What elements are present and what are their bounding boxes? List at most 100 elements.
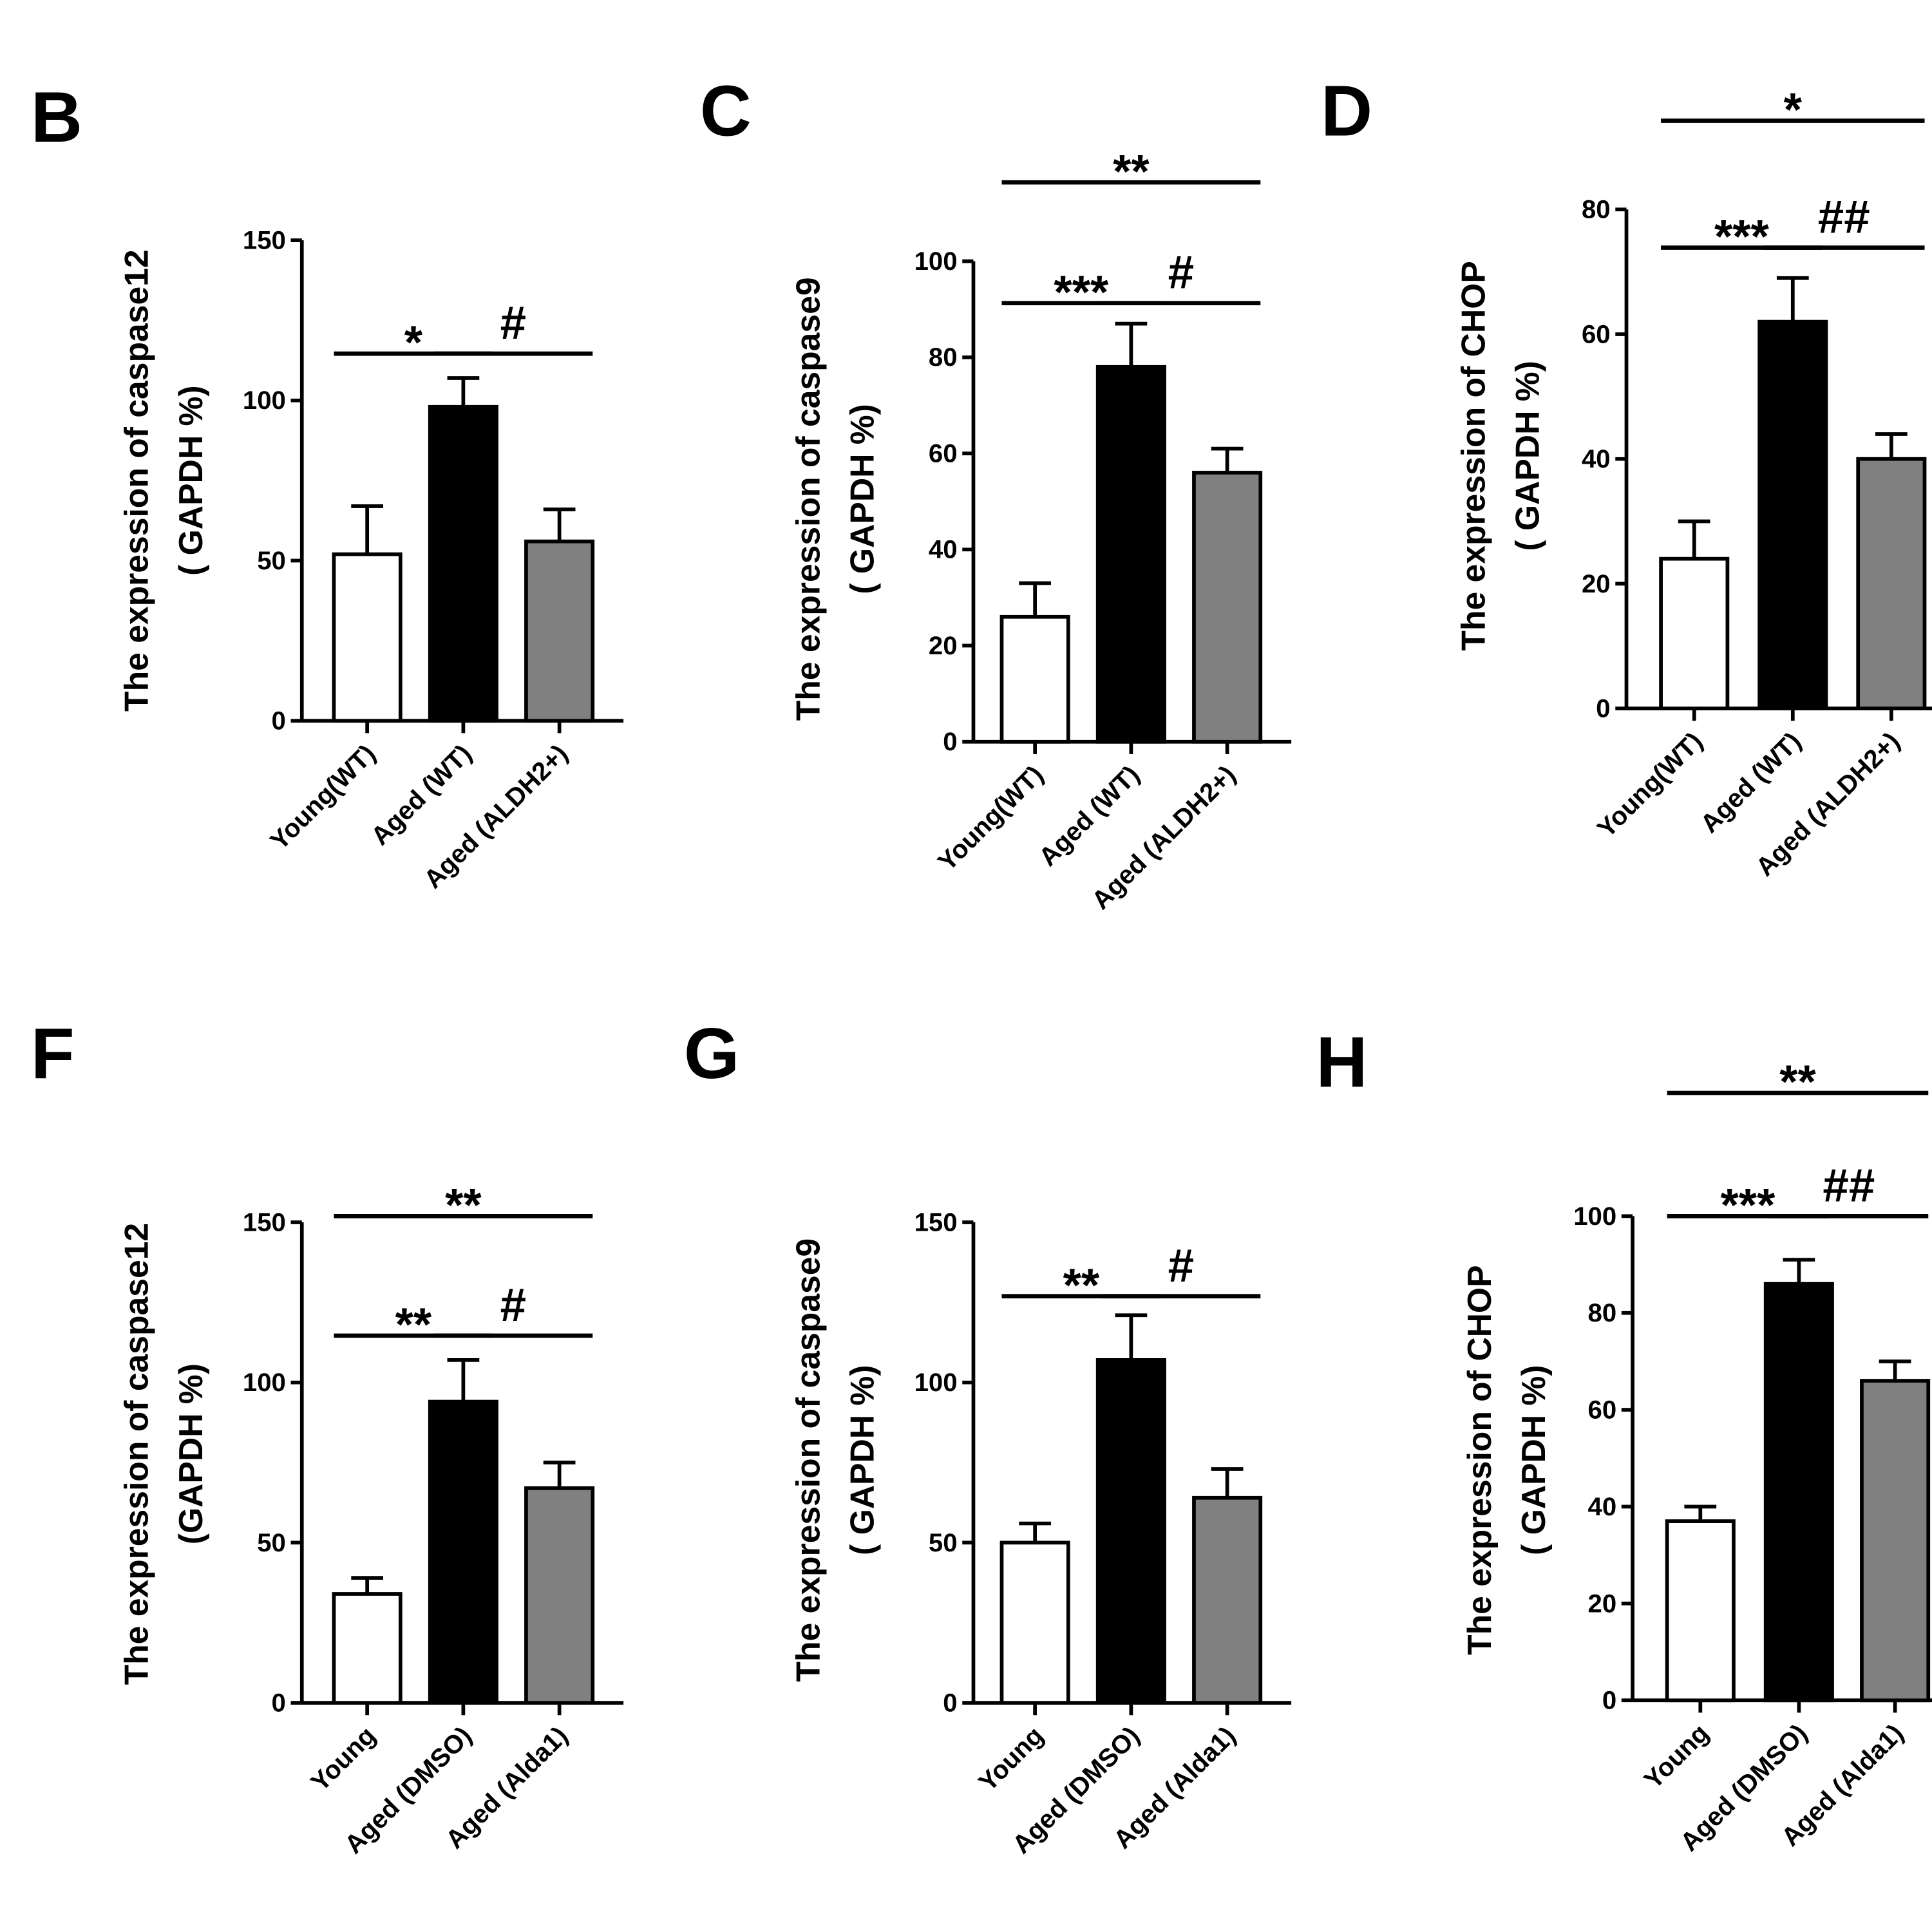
panel-label: H: [1316, 1022, 1367, 1102]
y-tick-label: 100: [914, 1368, 958, 1397]
y-tick-label: 60: [1588, 1396, 1617, 1425]
x-tick-label: Young: [973, 1721, 1049, 1797]
panel-label: D: [1321, 71, 1372, 151]
significance-label: **: [1113, 146, 1150, 198]
panel-label: F: [31, 1014, 75, 1094]
bar: [1665, 1519, 1736, 1703]
y-axis-label-line: ( GAPDH %): [844, 1365, 881, 1555]
y-tick-label: 50: [929, 1528, 958, 1557]
y-tick-label: 40: [1588, 1492, 1617, 1521]
bar: [524, 539, 595, 723]
panel-label: G: [684, 1014, 739, 1094]
y-axis-label-line: The expression of caspase12: [118, 1223, 155, 1685]
y-axis-label-line: ( GAPDH %): [1509, 361, 1546, 551]
bar: [1763, 1282, 1834, 1703]
x-tick-label: Young: [1638, 1718, 1714, 1794]
y-tick-label: 60: [1582, 319, 1611, 348]
y-axis-label: The expression of CHOP ( GAPDH %): [1461, 1265, 1552, 1654]
bar: [1860, 1379, 1931, 1703]
y-axis-label: The expression of caspase12 (GAPDH %): [118, 1223, 209, 1685]
x-tick-label: Young(WT): [265, 739, 381, 855]
y-tick-label: 0: [943, 727, 957, 756]
significance-label: *: [1784, 84, 1803, 136]
y-axis-label: The expression of caspase12 ( GAPDH %): [118, 249, 209, 712]
y-axis-label-line: ( GAPDH %): [844, 404, 881, 594]
y-axis-label: The expression of caspase9 ( GAPDH %): [789, 1238, 880, 1682]
y-axis-label-line: The expression of CHOP: [1454, 261, 1492, 650]
bar: [332, 552, 402, 723]
bar: [1095, 1358, 1166, 1705]
bar: [428, 1399, 498, 1705]
y-axis-label-line: The expression of caspase12: [118, 249, 155, 712]
y-axis-label: The expression of caspase9 ( GAPDH %): [789, 277, 880, 721]
y-axis-label-line: The expression of caspase9: [789, 1238, 826, 1682]
y-tick-label: 0: [943, 1689, 957, 1718]
significance-label: **: [1779, 1056, 1816, 1108]
bar: [1757, 319, 1828, 710]
panel-D: D The expression of CHOP ( GAPDH %) 0 20 40 60…: [1321, 71, 1932, 882]
x-tick-label: Young(WT): [1591, 726, 1708, 843]
panel-label: B: [31, 77, 82, 157]
y-tick-label: 150: [243, 225, 286, 254]
bar: [1856, 457, 1927, 710]
bar: [524, 1486, 595, 1705]
bar: [1659, 556, 1730, 710]
bar: [1192, 1495, 1263, 1705]
bar: [332, 1592, 402, 1705]
y-tick-label: 20: [929, 631, 958, 660]
y-tick-label: 0: [272, 1689, 286, 1718]
y-tick-label: 0: [1602, 1686, 1616, 1715]
y-tick-label: 50: [257, 546, 286, 575]
bar: [428, 404, 498, 723]
y-axis-label-line: The expression of caspase9: [789, 277, 826, 721]
significance-label: **: [445, 1179, 482, 1231]
y-tick-label: 80: [1582, 195, 1611, 224]
bar: [1095, 365, 1166, 744]
panel-C: C The expression of caspase9 ( GAPDH %) 0 20…: [700, 71, 1292, 915]
y-axis-label-line: ( GAPDH %): [172, 385, 209, 576]
y-tick-label: 20: [1588, 1589, 1617, 1618]
significance-label: *: [404, 317, 423, 369]
y-tick-label: 0: [272, 706, 286, 735]
significance-label: **: [395, 1299, 432, 1351]
x-tick-label: Young: [305, 1721, 381, 1797]
y-tick-label: 100: [243, 1368, 286, 1397]
y-tick-label: 0: [1596, 694, 1610, 723]
panel-B: B The expression of caspase12 ( GAPDH %) 0 5…: [31, 77, 624, 894]
y-axis-label-line: ( GAPDH %): [1515, 1365, 1552, 1555]
significance-label: #: [1168, 1240, 1194, 1292]
y-tick-label: 60: [929, 439, 958, 468]
bar: [999, 614, 1070, 744]
bar: [999, 1540, 1070, 1705]
y-tick-label: 100: [243, 386, 286, 415]
significance-label: ##: [1823, 1159, 1875, 1211]
y-tick-label: 80: [1588, 1298, 1617, 1327]
y-axis-label-line: The expression of CHOP: [1461, 1265, 1498, 1654]
y-tick-label: 150: [243, 1208, 286, 1236]
y-tick-label: 100: [1573, 1202, 1616, 1231]
significance-label: ***: [1721, 1179, 1776, 1231]
x-tick-label: Young(WT): [933, 760, 1049, 876]
y-tick-label: 100: [914, 247, 958, 276]
y-tick-label: 40: [929, 535, 958, 564]
y-axis-label-line: (GAPDH %): [172, 1363, 209, 1544]
significance-label: ##: [1818, 191, 1870, 243]
y-axis-label: The expression of CHOP ( GAPDH %): [1454, 261, 1546, 650]
significance-label: **: [1063, 1259, 1100, 1311]
y-tick-label: 20: [1582, 569, 1611, 598]
significance-label: #: [500, 1279, 526, 1331]
panel-F: F The expression of caspase12 (GAPDH %) 0 50…: [31, 1014, 624, 1859]
panel-G: G The expression of caspase9 ( GAPDH %) 0 50…: [684, 1014, 1292, 1859]
significance-label: #: [500, 297, 526, 349]
y-tick-label: 150: [914, 1208, 958, 1236]
y-tick-label: 50: [257, 1528, 286, 1557]
significance-label: ***: [1054, 266, 1109, 318]
y-tick-label: 80: [929, 343, 958, 372]
significance-label: ***: [1714, 211, 1770, 263]
panel-H: H The expression of CHOP ( GAPDH %) 0 20 40 60…: [1316, 1022, 1932, 1857]
panel-label: C: [700, 71, 752, 151]
significance-label: #: [1168, 247, 1194, 299]
bar: [1192, 471, 1263, 744]
y-tick-label: 40: [1582, 444, 1611, 473]
